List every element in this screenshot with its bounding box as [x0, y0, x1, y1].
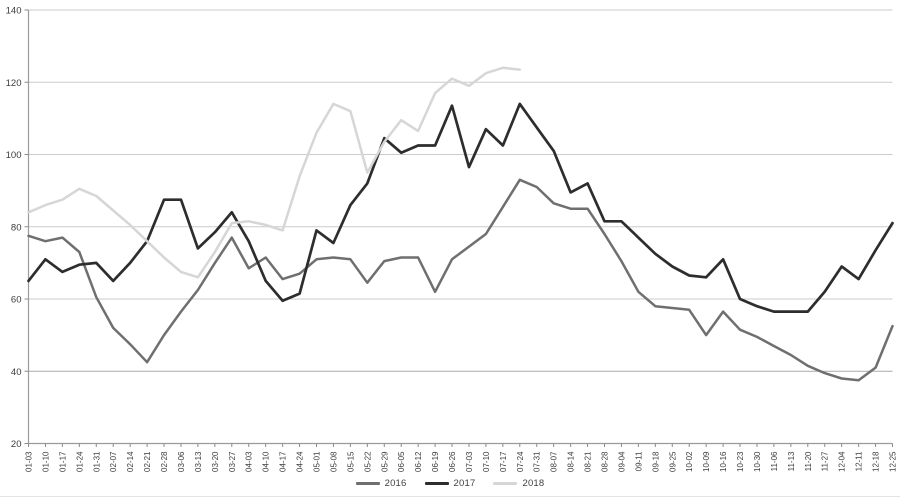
- x-axis-label-10-23: 10-23: [736, 451, 745, 472]
- legend-label-2016: 2016: [384, 478, 407, 489]
- x-axis-label-04-17: 04-17: [279, 451, 288, 472]
- x-axis-label-11-06: 11-06: [770, 451, 779, 471]
- x-axis-label-11-20: 11-20: [804, 451, 813, 471]
- x-axis-label-05-08: 05-08: [329, 451, 338, 472]
- y-axis-label-140: 140: [6, 6, 22, 17]
- x-axis-label-08-21: 08-21: [584, 451, 593, 472]
- x-axis-label-10-09: 10-09: [702, 451, 711, 472]
- legend-label-2017: 2017: [453, 478, 476, 489]
- x-axis-label-11-27: 11-27: [821, 451, 830, 471]
- x-axis-label-08-07: 08-07: [550, 451, 559, 472]
- x-axis-label-03-13: 03-13: [194, 451, 203, 472]
- x-axis-label-07-03: 07-03: [465, 451, 474, 472]
- x-axis-label-01-10: 01-10: [41, 451, 50, 472]
- x-axis-label-05-22: 05-22: [363, 451, 372, 472]
- legend-label-2018: 2018: [522, 478, 545, 489]
- x-axis-label-01-17: 01-17: [58, 451, 67, 472]
- series-line-2017: [27, 102, 894, 313]
- x-axis-label-01-31: 01-31: [92, 451, 101, 472]
- x-axis-label-08-14: 08-14: [567, 451, 576, 472]
- x-axis-label-12-18: 12-18: [872, 451, 881, 472]
- y-axis-label-60: 60: [11, 295, 22, 306]
- y-axis-label-80: 80: [11, 222, 22, 233]
- x-axis-label-06-12: 06-12: [414, 451, 423, 472]
- x-axis-label-02-21: 02-21: [143, 451, 152, 472]
- x-axis-label-02-07: 02-07: [109, 451, 118, 472]
- x-axis-label-09-25: 09-25: [668, 451, 677, 472]
- x-axis-label-02-28: 02-28: [160, 451, 169, 472]
- x-axis-label-06-26: 06-26: [448, 451, 457, 472]
- y-axis-label-100: 100: [6, 150, 22, 161]
- x-axis-label-04-24: 04-24: [296, 451, 305, 472]
- x-axis-label-12-25: 12-25: [889, 451, 898, 472]
- series-line-2018: [27, 66, 522, 279]
- x-axis-label-04-10: 04-10: [262, 451, 271, 472]
- y-axis-label-40: 40: [11, 367, 22, 378]
- x-axis-label-03-06: 03-06: [177, 451, 186, 472]
- x-axis-label-07-31: 07-31: [533, 451, 542, 472]
- x-axis-label-06-05: 06-05: [397, 451, 406, 472]
- legend-line-swatch-2018: [493, 482, 518, 485]
- x-axis-label-06-19: 06-19: [431, 451, 440, 472]
- x-axis-label-07-17: 07-17: [499, 451, 508, 472]
- y-axis-label-120: 120: [6, 78, 22, 89]
- x-axis-label-05-01: 05-01: [313, 451, 322, 472]
- x-axis-label-10-30: 10-30: [753, 451, 762, 472]
- legend-item-2017: 2017: [424, 478, 476, 489]
- y-axis-label-20: 20: [11, 439, 22, 450]
- series-line-2016: [27, 178, 894, 382]
- x-axis-label-07-24: 07-24: [516, 451, 525, 472]
- x-axis-label-02-14: 02-14: [126, 451, 135, 472]
- x-axis-label-03-20: 03-20: [211, 451, 220, 472]
- x-axis-label-09-18: 09-18: [651, 451, 660, 472]
- legend-line-swatch-2016: [355, 482, 380, 485]
- x-axis-label-12-11: 12-11: [855, 451, 864, 471]
- x-axis-label-09-11: 09-11: [634, 451, 643, 471]
- x-axis-label-09-04: 09-04: [617, 451, 626, 472]
- x-axis-label-05-29: 05-29: [380, 451, 389, 472]
- x-axis-label-04-03: 04-03: [245, 451, 254, 472]
- chart-legend: 2016 2017 2018: [0, 478, 900, 489]
- legend-item-2018: 2018: [493, 478, 544, 489]
- x-axis-label-01-24: 01-24: [75, 451, 84, 472]
- x-axis-label-01-03: 01-03: [25, 451, 34, 472]
- x-axis-label-10-16: 10-16: [719, 451, 728, 472]
- x-axis-label-03-27: 03-27: [228, 451, 237, 472]
- x-axis-label-08-28: 08-28: [601, 451, 610, 472]
- x-axis-label-05-15: 05-15: [346, 451, 355, 472]
- x-axis-label-11-13: 11-13: [787, 451, 796, 471]
- x-axis-label-07-10: 07-10: [482, 451, 491, 472]
- x-axis-label-12-04: 12-04: [838, 451, 847, 472]
- legend-item-2016: 2016: [355, 478, 407, 489]
- legend-line-swatch-2017: [424, 482, 449, 485]
- image-bottom-edge: [0, 496, 900, 497]
- x-axis-label-10-02: 10-02: [685, 451, 694, 472]
